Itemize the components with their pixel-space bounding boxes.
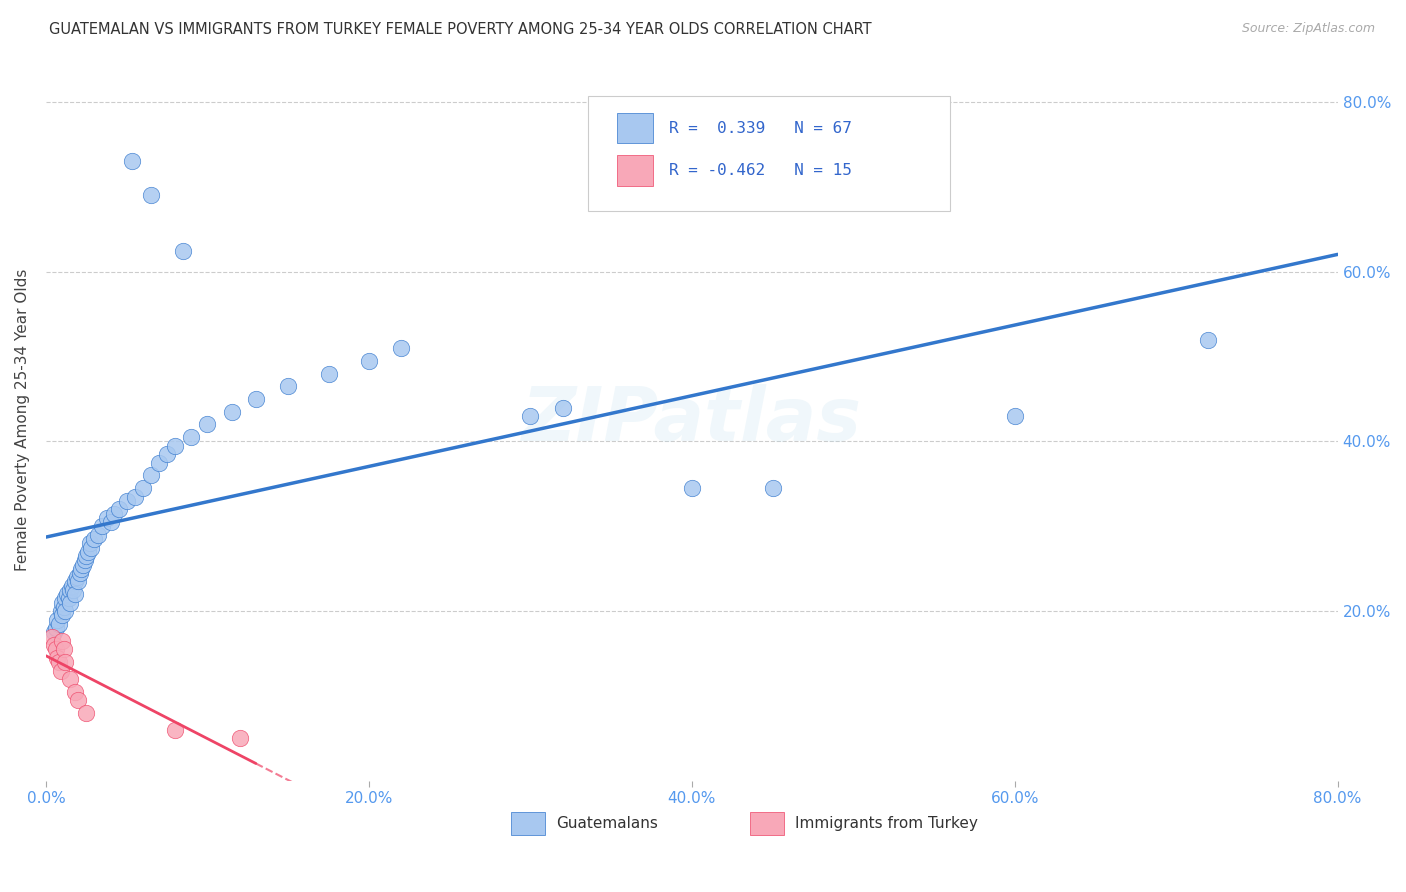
- Point: [67, 693, 90, 707]
- Text: Immigrants from Turkey: Immigrants from Turkey: [796, 816, 979, 831]
- Point: [245, 392, 267, 406]
- Point: [49, 664, 72, 678]
- Point: [103, 507, 125, 521]
- Point: [172, 244, 194, 258]
- Point: [58, 591, 80, 606]
- Point: [124, 490, 146, 504]
- Text: R = -0.462   N = 15: R = -0.462 N = 15: [669, 163, 852, 178]
- FancyBboxPatch shape: [510, 812, 544, 835]
- Point: [72, 558, 94, 572]
- Text: ZIPatlas: ZIPatlas: [522, 384, 862, 457]
- Point: [48, 655, 70, 669]
- Point: [51, 633, 73, 648]
- Point: [100, 515, 122, 529]
- Point: [51, 596, 73, 610]
- Point: [761, 481, 783, 495]
- Point: [228, 731, 250, 746]
- Point: [1198, 333, 1220, 347]
- Y-axis label: Female Poverty Among 25-34 Year Olds: Female Poverty Among 25-34 Year Olds: [15, 269, 30, 572]
- Point: [121, 154, 143, 169]
- Point: [49, 604, 72, 618]
- Point: [139, 188, 162, 202]
- FancyBboxPatch shape: [589, 95, 950, 211]
- Point: [115, 493, 138, 508]
- Point: [48, 616, 70, 631]
- Point: [59, 672, 82, 686]
- Point: [1004, 409, 1026, 423]
- Point: [46, 613, 69, 627]
- Point: [56, 587, 79, 601]
- Point: [42, 625, 65, 640]
- Point: [389, 341, 412, 355]
- Point: [107, 502, 129, 516]
- Point: [52, 599, 75, 614]
- Point: [139, 468, 162, 483]
- Point: [83, 532, 105, 546]
- Point: [60, 579, 83, 593]
- Point: [357, 354, 380, 368]
- Point: [66, 570, 89, 584]
- Point: [63, 685, 86, 699]
- Point: [77, 545, 100, 559]
- Point: [197, 417, 219, 432]
- Point: [42, 638, 65, 652]
- Point: [519, 409, 541, 423]
- Point: [53, 655, 76, 669]
- Point: [318, 367, 340, 381]
- Text: Guatemalans: Guatemalans: [557, 816, 658, 831]
- Point: [221, 405, 243, 419]
- Point: [165, 439, 187, 453]
- Point: [53, 604, 76, 618]
- Point: [59, 582, 82, 597]
- FancyBboxPatch shape: [749, 812, 783, 835]
- Point: [681, 481, 703, 495]
- Point: [52, 642, 75, 657]
- FancyBboxPatch shape: [617, 113, 652, 144]
- Point: [132, 481, 155, 495]
- Point: [80, 541, 103, 555]
- Point: [91, 519, 114, 533]
- Text: GUATEMALAN VS IMMIGRANTS FROM TURKEY FEMALE POVERTY AMONG 25-34 YEAR OLDS CORREL: GUATEMALAN VS IMMIGRANTS FROM TURKEY FEM…: [49, 22, 872, 37]
- Point: [75, 706, 97, 720]
- Point: [551, 401, 574, 415]
- Point: [73, 553, 96, 567]
- Point: [63, 574, 86, 589]
- Point: [96, 511, 118, 525]
- Text: Source: ZipAtlas.com: Source: ZipAtlas.com: [1241, 22, 1375, 36]
- Point: [277, 379, 299, 393]
- Point: [148, 456, 170, 470]
- Point: [70, 562, 93, 576]
- Point: [180, 430, 202, 444]
- Text: R =  0.339   N = 67: R = 0.339 N = 67: [669, 120, 852, 136]
- Point: [51, 608, 73, 623]
- Point: [86, 528, 108, 542]
- Point: [156, 447, 179, 461]
- Point: [165, 723, 187, 737]
- Point: [45, 621, 67, 635]
- Point: [59, 596, 82, 610]
- Point: [79, 536, 101, 550]
- Point: [75, 549, 97, 563]
- Point: [41, 630, 63, 644]
- Point: [46, 650, 69, 665]
- Point: [45, 642, 67, 657]
- Point: [62, 582, 84, 597]
- Point: [53, 591, 76, 606]
- Point: [69, 566, 91, 580]
- Point: [67, 574, 90, 589]
- FancyBboxPatch shape: [617, 155, 652, 186]
- Point: [63, 587, 86, 601]
